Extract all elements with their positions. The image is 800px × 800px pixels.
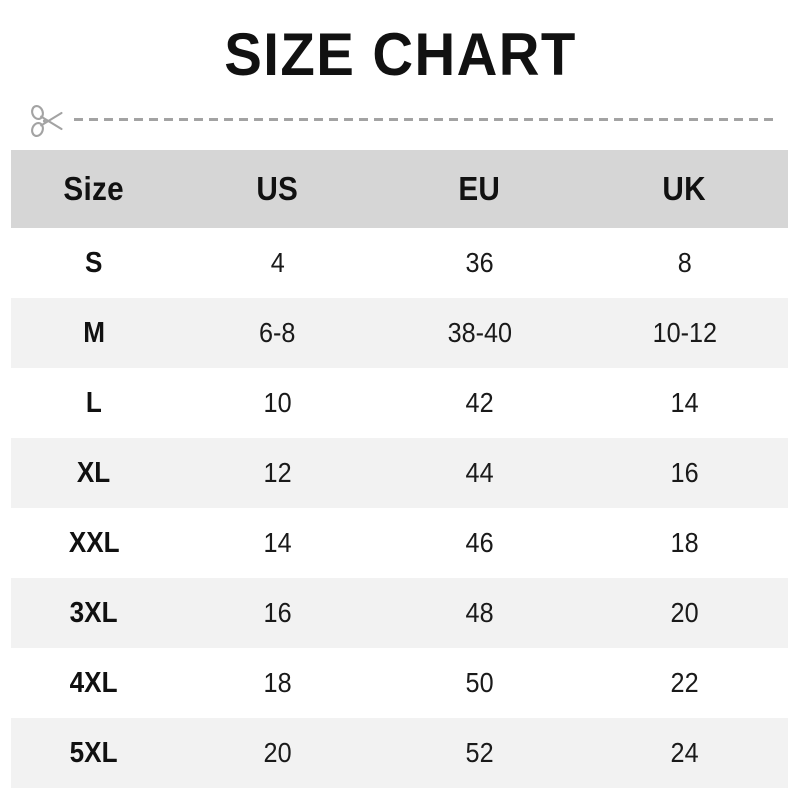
cell-us: 4 (177, 228, 378, 298)
table-row: 5XL 20 52 24 (11, 718, 788, 788)
column-header-eu-label: EU (458, 170, 501, 207)
cell-size-label: L (86, 386, 102, 419)
cell-eu: 36 (378, 228, 581, 298)
cell-us: 18 (177, 648, 378, 718)
cell-us: 12 (177, 438, 378, 508)
cell-uk-label: 16 (670, 457, 699, 488)
cell-size: M (11, 298, 177, 368)
cell-size: 5XL (11, 718, 177, 788)
cell-size-label: XXL (68, 526, 120, 559)
table-row: XL 12 44 16 (11, 438, 788, 508)
table-row: 3XL 16 48 20 (11, 578, 788, 648)
cell-us-label: 14 (263, 527, 292, 558)
cell-size: 3XL (11, 578, 177, 648)
column-header-eu: EU (378, 150, 581, 228)
table-header: Size US EU UK (11, 150, 788, 228)
cell-uk: 22 (581, 648, 788, 718)
table-header-row: Size US EU UK (11, 150, 788, 228)
cell-eu: 42 (378, 368, 581, 438)
column-header-us: US (177, 150, 378, 228)
cell-uk: 10-12 (581, 298, 788, 368)
cell-size-label: 4XL (70, 666, 118, 699)
table-row: S 4 36 8 (11, 228, 788, 298)
cell-size-label: S (85, 246, 103, 279)
cell-eu-label: 36 (465, 247, 494, 278)
cell-uk: 24 (581, 718, 788, 788)
cell-us-label: 12 (263, 457, 292, 488)
cell-us-label: 18 (263, 667, 292, 698)
cell-size-label: M (83, 316, 105, 349)
cell-size: XL (11, 438, 177, 508)
cell-us: 10 (177, 368, 378, 438)
cell-us-label: 20 (263, 737, 292, 768)
cell-us-label: 10 (263, 387, 292, 418)
cell-uk: 14 (581, 368, 788, 438)
cell-us: 6-8 (177, 298, 378, 368)
table-body: S 4 36 8 M 6-8 38-40 10-12 L 10 42 14 XL 12 44 16 XXL 14 4… (11, 228, 788, 788)
cell-eu-label: 48 (465, 597, 494, 628)
cell-us-label: 16 (263, 597, 292, 628)
cell-us: 20 (177, 718, 378, 788)
cell-uk-label: 24 (670, 737, 699, 768)
cell-eu-label: 50 (465, 667, 494, 698)
cell-us-label: 6-8 (259, 317, 296, 348)
cell-eu-label: 52 (465, 737, 494, 768)
cell-eu-label: 38-40 (447, 317, 512, 348)
cell-eu: 44 (378, 438, 581, 508)
column-header-us-label: US (256, 170, 299, 207)
cell-size-label: 3XL (70, 596, 118, 629)
scissors-icon (31, 104, 63, 138)
cell-size: 4XL (11, 648, 177, 718)
table-row: 4XL 18 50 22 (11, 648, 788, 718)
page-title: SIZE CHART (223, 21, 577, 88)
cell-uk-label: 10-12 (652, 317, 717, 348)
cell-us: 16 (177, 578, 378, 648)
table-row: XXL 14 46 18 (11, 508, 788, 578)
cell-eu-label: 46 (465, 527, 494, 558)
cell-size: S (11, 228, 177, 298)
cell-eu-label: 44 (465, 457, 494, 488)
cell-uk-label: 14 (670, 387, 699, 418)
cell-eu: 48 (378, 578, 581, 648)
cut-line (22, 100, 778, 140)
cell-us-label: 4 (270, 247, 285, 278)
cell-uk: 18 (581, 508, 788, 578)
cell-size-label: XL (77, 456, 111, 489)
cell-uk-label: 20 (670, 597, 699, 628)
cell-us: 14 (177, 508, 378, 578)
column-header-size-label: Size (63, 170, 125, 207)
cell-eu: 52 (378, 718, 581, 788)
table-row: L 10 42 14 (11, 368, 788, 438)
cell-uk-label: 8 (677, 247, 692, 278)
cell-uk: 20 (581, 578, 788, 648)
column-header-uk: UK (581, 150, 788, 228)
page-title-container: SIZE CHART (0, 22, 800, 88)
cell-eu-label: 42 (465, 387, 494, 418)
size-chart-table: Size US EU UK S 4 36 8 M 6-8 38-40 10-12 L 10 42 14… (11, 150, 788, 788)
column-header-size: Size (11, 150, 177, 228)
cell-eu: 46 (378, 508, 581, 578)
cell-uk: 16 (581, 438, 788, 508)
table-row: M 6-8 38-40 10-12 (11, 298, 788, 368)
dashed-cut-line (74, 118, 778, 121)
cell-size: L (11, 368, 177, 438)
cell-size: XXL (11, 508, 177, 578)
cell-uk: 8 (581, 228, 788, 298)
cell-size-label: 5XL (70, 736, 118, 769)
column-header-uk-label: UK (662, 170, 707, 207)
cell-uk-label: 18 (670, 527, 699, 558)
cell-uk-label: 22 (670, 667, 699, 698)
cell-eu: 38-40 (378, 298, 581, 368)
cell-eu: 50 (378, 648, 581, 718)
